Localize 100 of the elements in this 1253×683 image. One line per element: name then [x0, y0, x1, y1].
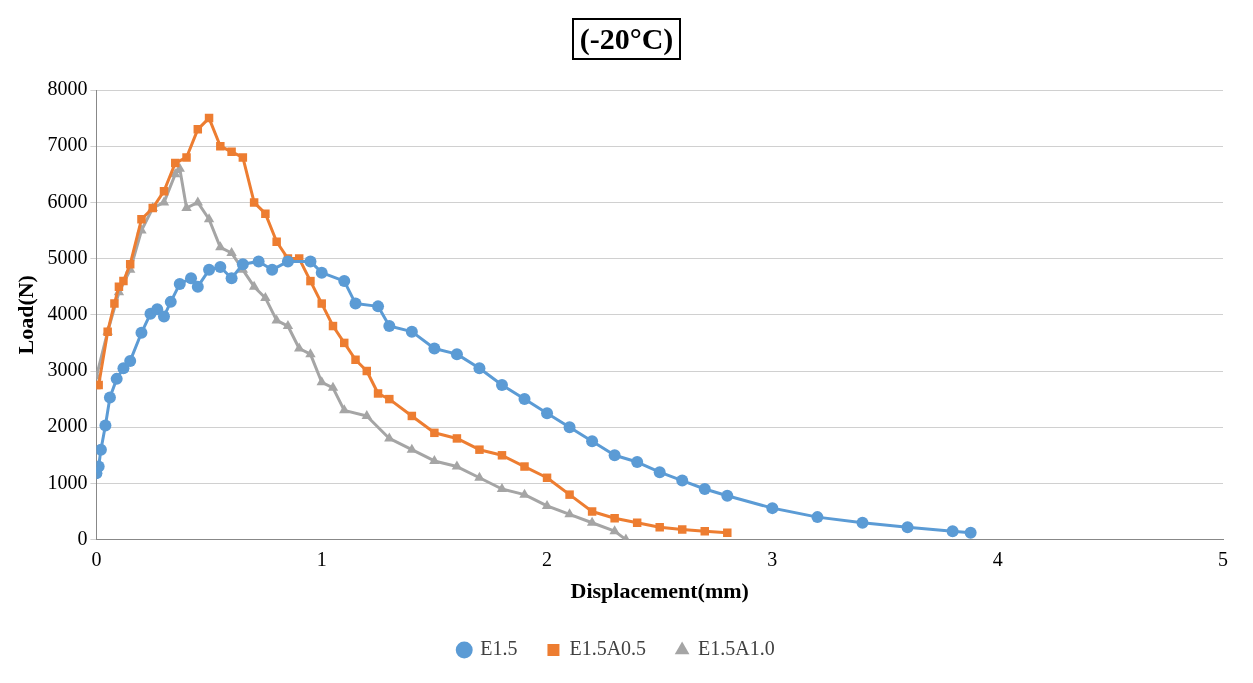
point — [452, 434, 462, 443]
point — [450, 348, 463, 361]
point — [203, 213, 215, 223]
point — [653, 466, 666, 479]
point — [227, 147, 236, 157]
point — [338, 275, 351, 288]
point — [541, 407, 554, 420]
point — [677, 525, 687, 534]
point — [238, 153, 248, 162]
point — [266, 263, 279, 276]
point — [191, 280, 204, 293]
point — [306, 276, 315, 286]
point — [428, 342, 441, 355]
point — [193, 125, 203, 134]
point — [405, 325, 418, 338]
point — [474, 471, 485, 481]
legend-label: E1.5A0.5 — [569, 637, 647, 660]
point — [135, 326, 148, 339]
point — [563, 421, 576, 434]
point — [676, 474, 689, 487]
point — [151, 303, 164, 316]
point — [361, 409, 372, 419]
point — [811, 511, 824, 524]
point — [103, 391, 116, 404]
y-tick-label: 1000 — [47, 470, 88, 493]
legend-label: E1.5A1.0 — [698, 637, 775, 660]
point — [385, 394, 394, 404]
point — [272, 237, 281, 246]
y-tick-label: 7000 — [47, 133, 88, 156]
point — [181, 202, 192, 212]
point — [304, 255, 317, 268]
point — [698, 483, 711, 496]
point — [305, 348, 316, 358]
point — [137, 215, 146, 224]
y-tick-label: 8000 — [47, 77, 88, 100]
point — [124, 354, 137, 367]
point — [496, 483, 508, 493]
point — [964, 526, 977, 539]
x-tick-label: 3 — [767, 547, 778, 570]
point — [173, 277, 186, 290]
point — [430, 428, 439, 438]
x-axis-title: Displacement(mm) — [570, 578, 749, 604]
point — [609, 525, 620, 535]
point — [203, 263, 216, 276]
point — [565, 490, 574, 499]
y-tick-label: 5000 — [47, 245, 88, 268]
y-tick-label: 4000 — [47, 302, 88, 325]
x-tick-label: 5 — [1218, 547, 1228, 570]
point — [315, 266, 328, 279]
point — [327, 381, 339, 391]
point — [226, 246, 237, 256]
point — [282, 320, 294, 330]
point — [495, 379, 508, 392]
y-axis-title: Load(N) — [12, 275, 38, 355]
legend-label: E1.5 — [480, 637, 518, 660]
point — [249, 198, 259, 207]
point — [721, 489, 734, 502]
point — [351, 355, 360, 364]
point — [473, 362, 486, 375]
point — [586, 435, 599, 448]
point — [96, 443, 107, 456]
point — [655, 522, 664, 532]
point — [518, 393, 531, 406]
point — [185, 272, 198, 285]
point — [946, 525, 959, 538]
point — [766, 502, 779, 515]
point — [383, 320, 396, 333]
x-tick-label: 1 — [316, 547, 327, 570]
chart-title: (-20°C) — [571, 18, 682, 60]
point — [564, 508, 575, 518]
point — [110, 299, 119, 308]
x-tick-label: 0 — [91, 547, 102, 570]
point — [856, 516, 869, 529]
point — [608, 449, 621, 462]
point — [248, 280, 260, 290]
point — [236, 258, 249, 271]
point — [260, 291, 271, 301]
point — [171, 158, 180, 168]
point — [631, 456, 644, 469]
point — [901, 521, 914, 534]
point — [119, 276, 128, 286]
point — [110, 372, 123, 385]
x-tick-label: 4 — [992, 547, 1003, 570]
point — [164, 295, 177, 308]
point — [475, 445, 484, 454]
point — [216, 141, 225, 151]
point — [497, 451, 507, 460]
y-tick-label: 2000 — [47, 414, 88, 437]
point — [261, 209, 270, 218]
point — [632, 518, 642, 527]
point — [373, 389, 383, 398]
point — [225, 272, 238, 285]
point — [316, 376, 327, 386]
y-tick-label: 3000 — [47, 358, 88, 381]
x-tick-label: 2 — [542, 547, 553, 570]
point — [429, 454, 440, 464]
point — [252, 255, 265, 268]
point — [349, 297, 362, 310]
point — [723, 528, 732, 538]
point — [214, 261, 227, 274]
